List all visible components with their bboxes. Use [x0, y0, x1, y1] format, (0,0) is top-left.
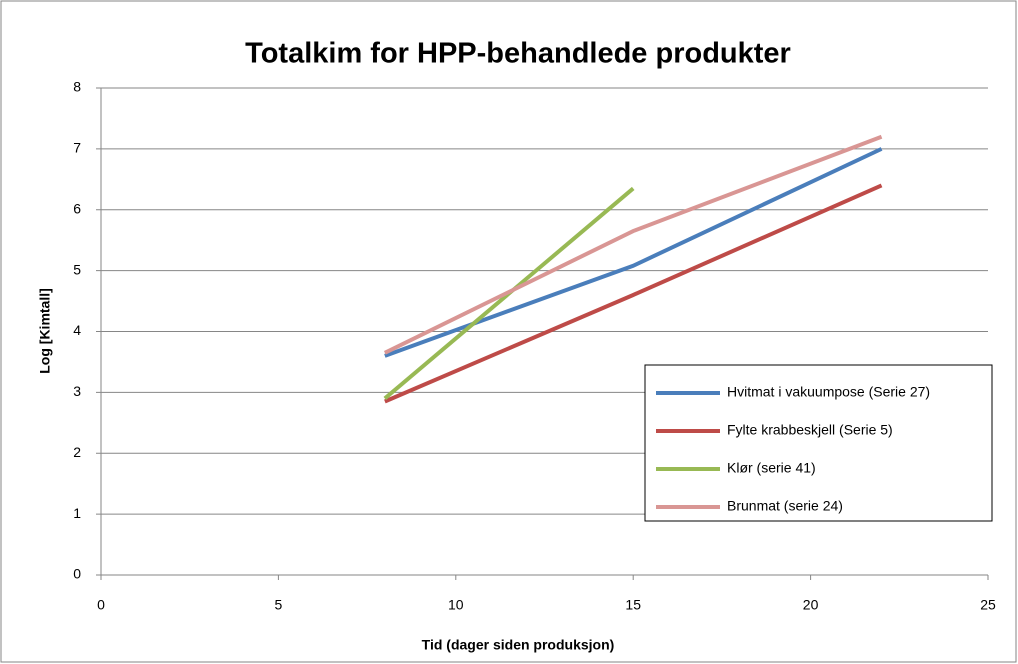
y-tick-label: 1 — [73, 505, 81, 521]
y-tick-label: 8 — [73, 79, 81, 95]
y-tick-label: 7 — [73, 140, 81, 156]
y-tick-label: 0 — [73, 566, 81, 582]
y-axis-label: Log [Kimtall] — [37, 288, 53, 374]
series-line — [384, 183, 883, 404]
x-tick-label: 20 — [803, 597, 819, 613]
chart-title: Totalkim for HPP-behandlede produkter — [245, 38, 791, 70]
series-line — [383, 134, 883, 355]
x-tick-label: 0 — [97, 597, 105, 613]
legend-label: Hvitmat i vakuumpose (Serie 27) — [727, 384, 930, 400]
series-line — [384, 147, 883, 358]
y-tick-label: 6 — [73, 200, 81, 216]
y-tick-label: 4 — [73, 322, 81, 338]
legend-label: Klør (serie 41) — [727, 460, 816, 476]
x-tick-label: 10 — [448, 597, 464, 613]
legend-label: Brunmat (serie 24) — [727, 498, 843, 514]
y-tick-label: 3 — [73, 383, 81, 399]
legend-label: Fylte krabbeskjell (Serie 5) — [727, 422, 893, 438]
x-axis-label: Tid (dager siden produksjon) — [422, 637, 615, 653]
y-tick-label: 5 — [73, 261, 81, 277]
x-tick-label: 15 — [625, 597, 641, 613]
y-tick-label: 2 — [73, 444, 81, 460]
x-tick-label: 25 — [980, 597, 996, 613]
x-tick-label: 5 — [275, 597, 283, 613]
